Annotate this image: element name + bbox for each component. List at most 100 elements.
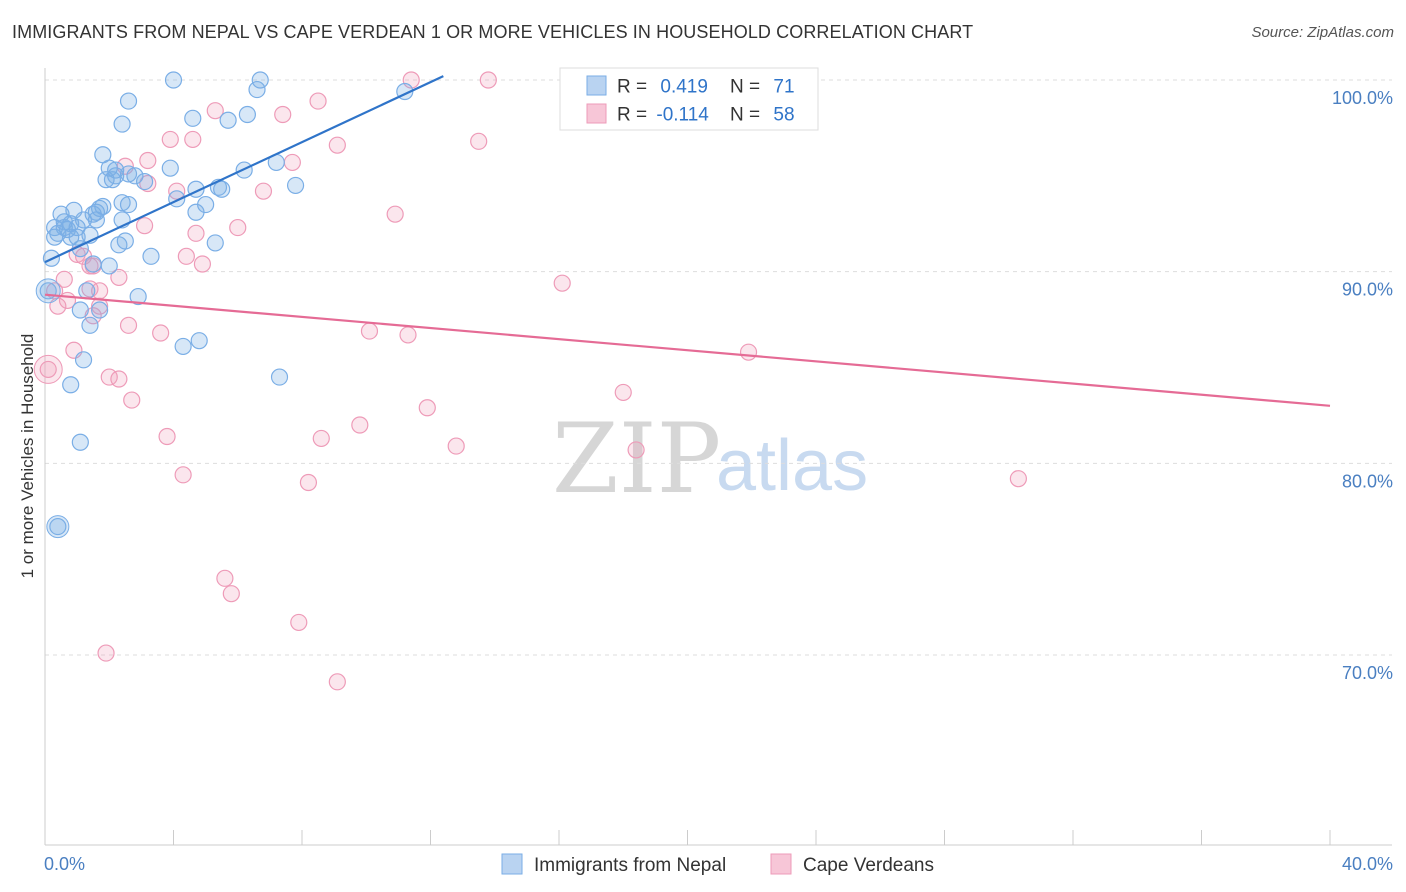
cape-verdean-point <box>614 383 632 402</box>
y-axis-title: 1 or more Vehicles in Household <box>18 334 37 579</box>
cape-verdean-point <box>33 354 63 384</box>
cape-verdean-point <box>161 130 179 149</box>
nepal-point <box>113 194 131 212</box>
cape-verdean-point <box>135 217 154 235</box>
nepal-point <box>107 167 125 185</box>
nepal-point <box>286 176 305 195</box>
cape-verdean-point <box>360 322 379 340</box>
cape-verdean-point <box>110 268 128 287</box>
cape-verdean-point <box>553 274 571 292</box>
nepal-point <box>84 205 102 223</box>
nepal-point <box>142 247 160 265</box>
cape-verdean-point <box>479 71 497 89</box>
cape-verdean-point <box>222 585 240 603</box>
svg-text:N = 58: N = 58 <box>730 105 795 126</box>
x-tick-label: 0.0% <box>44 854 85 874</box>
nepal-point <box>49 517 67 536</box>
cape-verdean-point <box>193 255 212 273</box>
y-tick-label: 70.0% <box>1342 663 1393 683</box>
nepal-point <box>219 111 237 129</box>
cape-verdean-point <box>97 644 115 662</box>
series-cape-verdeans <box>33 71 1027 691</box>
nepal-point <box>213 180 231 198</box>
x-tick-labels: 0.0% 40.0% <box>44 854 1393 874</box>
nepal-point <box>62 376 80 394</box>
cape-verdean-point <box>91 297 109 315</box>
cape-verdean-point <box>187 224 205 242</box>
legend-cape-n-value: 58 <box>773 105 794 126</box>
series-legend: Immigrants from Nepal Cape Verdeans <box>501 853 934 876</box>
chart-title: IMMIGRANTS FROM NEPAL VS CAPE VERDEAN 1 … <box>12 22 974 42</box>
cape-verdean-point <box>283 153 301 172</box>
cape-verdean-point <box>139 151 157 170</box>
cape-verdean-point <box>254 182 273 200</box>
nepal-point <box>62 228 80 246</box>
nepal-point <box>84 255 102 273</box>
svg-text:N = 71: N = 71 <box>730 77 795 98</box>
cape-verdean-point <box>351 416 369 434</box>
bottom-legend-swatch-cape <box>770 853 792 875</box>
bottom-legend-label-nepal: Immigrants from Nepal <box>534 855 726 876</box>
y-tick-labels: 100.0% 90.0% 80.0% 70.0% <box>1332 88 1393 683</box>
nepal-point <box>74 351 93 369</box>
nepal-point <box>238 105 256 124</box>
nepal-point <box>74 211 93 229</box>
cape-verdean-point <box>328 136 346 154</box>
cape-verdean-point <box>119 316 138 334</box>
cape-verdean-point <box>110 370 128 388</box>
cape-verdean-point <box>158 427 176 446</box>
bottom-legend-label-cape: Cape Verdeans <box>803 855 934 876</box>
nepal-point <box>113 115 131 133</box>
nepal-point <box>174 337 192 356</box>
bottom-legend-swatch-nepal <box>501 853 523 875</box>
legend-swatch-cape <box>586 103 607 124</box>
nepal-point <box>71 433 89 451</box>
nepal-point <box>116 232 134 250</box>
nepal-point <box>248 80 266 99</box>
source-credit: Source: ZipAtlas.com <box>1251 24 1394 41</box>
cape-verdean-point <box>399 326 417 344</box>
nepal-point <box>68 228 86 246</box>
legend-cape-n-label: N = <box>730 105 765 126</box>
cape-verdean-point <box>274 105 292 124</box>
nepal-point <box>190 332 208 350</box>
y-tick-label: 90.0% <box>1342 280 1393 300</box>
nepal-trend-line <box>44 75 444 264</box>
nepal-point <box>71 301 89 319</box>
nepal-point <box>119 165 138 183</box>
nepal-point <box>270 368 289 386</box>
cape-verdean-point <box>39 360 57 379</box>
nepal-point <box>107 161 125 179</box>
cape-verdean-point <box>206 102 224 120</box>
legend-cape-r-value: -0.114 <box>656 105 709 126</box>
y-tick-label: 100.0% <box>1332 88 1393 108</box>
cape-verdean-point <box>312 429 330 448</box>
cape-verdean-point <box>739 343 758 361</box>
nepal-point <box>206 234 224 252</box>
cape-verdean-point <box>123 391 141 409</box>
cape-verdean-point <box>290 613 308 632</box>
cape-verdean-point <box>386 205 404 223</box>
legend-cape-r-label: R = <box>617 105 652 126</box>
cape-verdean-point <box>418 399 436 417</box>
nepal-point <box>197 195 215 214</box>
nepal-point <box>91 301 109 319</box>
nepal-point <box>100 257 118 275</box>
nepal-point <box>55 218 73 237</box>
cape-verdean-point <box>470 132 488 150</box>
cape-verdean-point <box>447 437 465 455</box>
cape-verdean-point <box>627 441 645 459</box>
nepal-point <box>184 109 202 127</box>
nepal-point <box>35 278 61 304</box>
nepal-point <box>119 92 138 110</box>
nepal-point <box>164 71 183 89</box>
watermark-zip: ZIP <box>552 403 721 515</box>
nepal-point <box>46 515 70 539</box>
cape-verdean-trend-line <box>44 293 1331 407</box>
cape-verdean-point <box>309 92 327 110</box>
correlation-legend: R = 0.419 N = 71 R = -0.114 N = 58 <box>559 67 819 131</box>
cape-verdean-point <box>152 324 170 342</box>
legend-nepal-r-value: 0.419 <box>660 77 708 98</box>
legend-swatch-nepal <box>586 75 607 96</box>
